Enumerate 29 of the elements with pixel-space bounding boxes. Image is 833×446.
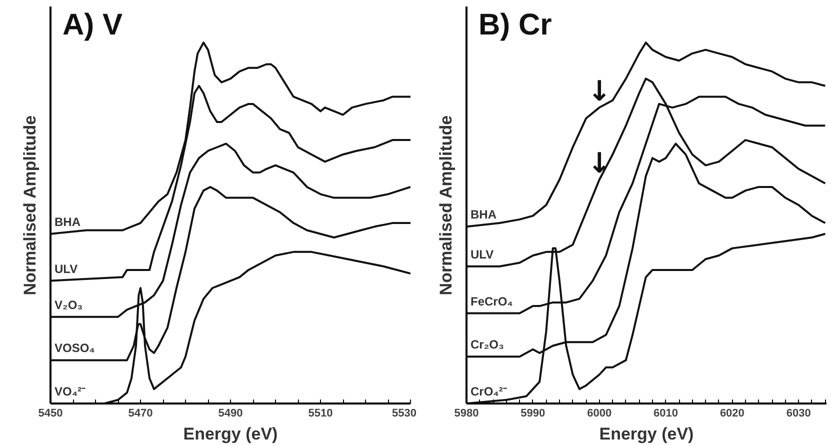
annotation: ↓ [588,74,612,108]
x-axis-title: Energy (eV) [599,424,694,444]
x-tick-label: 6010 [654,408,678,420]
x-tick-label: 5450 [38,408,63,420]
series-label: BHA [54,214,81,229]
series-label: FeCrO₄ [470,294,514,308]
x-tick-label: 6030 [786,408,811,420]
y-axis-title: Normalised Amplitude [20,115,40,296]
x-tick-label: 6020 [720,408,744,420]
series-label: BHA [470,208,497,222]
x-tick-label: 5490 [218,408,243,420]
x-tick-label: 5470 [128,408,153,420]
series-label: V₂O₃ [54,298,83,312]
x-tick-label: 6000 [587,408,612,420]
chart-title: A) V [62,8,122,42]
series-label: CrO₄²⁻ [470,384,507,398]
annotation: ↓ [588,146,612,180]
x-tick-label: 5530 [392,408,417,420]
x-axis-title: Energy (eV) [183,424,278,444]
series-label: VO₄²⁻ [54,384,86,398]
y-axis-title: Normalised Amplitude [436,115,456,296]
series-label: ULV [470,247,494,262]
series-label: ULV [54,262,78,276]
x-tick-label: 5510 [308,408,333,420]
series-label: VOSO₄ [54,341,96,356]
x-tick-label: 5990 [520,408,546,420]
x-tick-label: 5980 [454,408,479,420]
series-label: Cr₂O₃ [470,338,504,352]
chart-title: B) Cr [478,8,552,42]
